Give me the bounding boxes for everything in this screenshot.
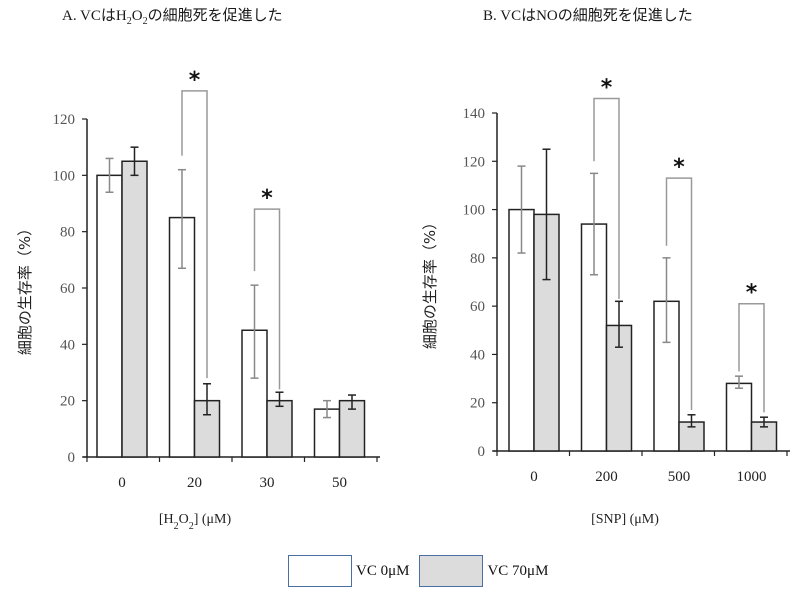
bar-vc70 [266, 399, 293, 458]
y-tick-label: 40 [470, 347, 485, 363]
significance-bracket [253, 208, 281, 390]
y-tick-label: 80 [60, 225, 75, 241]
significance-star: * [601, 76, 613, 101]
y-axis-label: 細胞の生存率（%） [16, 221, 34, 355]
x-tick-label: 500 [668, 469, 691, 485]
y-tick-label: 120 [463, 154, 486, 170]
legend-label-vc70: VC 70μM [487, 562, 549, 579]
bar-vc70 [338, 399, 366, 458]
x-axis-label: [SNP] (μM) [591, 512, 659, 527]
chart-a: 0 20 40 60 80 100 120 細胞の生存率（%） [H2O2] (μM) 0 20 30… [16, 68, 380, 532]
bar-vc70 [121, 160, 148, 458]
y-tick-label: 0 [478, 444, 486, 460]
x-tick-label: 0 [530, 469, 538, 485]
significance-star: * [673, 155, 685, 180]
y-tick-label: 20 [470, 396, 485, 412]
bar-vc0 [96, 174, 123, 458]
x-axis-label: [H2O2] (μM) [159, 512, 232, 532]
significance-bracket [593, 97, 620, 299]
y-axis-label: 細胞の生存率（%） [421, 215, 439, 349]
chart-b-title: B. VCはNOの細胞死を促進した [483, 8, 693, 24]
y-tick-label: 60 [470, 299, 485, 315]
y-tick-label: 100 [463, 203, 486, 219]
significance-bracket [181, 90, 208, 379]
legend-swatch-vc70 [419, 555, 484, 587]
significance-star: * [189, 68, 201, 93]
y-tick-label: 0 [68, 450, 76, 466]
x-tick-label: 20 [187, 475, 202, 491]
x-tick-label: 1000 [737, 469, 767, 485]
chart-b: 0 20 40 60 80 100 120 140 細胞の生存率（%） [SNP] (μM) 0 20… [421, 76, 790, 527]
y-tick-label: 100 [53, 168, 76, 184]
y-tick-label: 20 [60, 394, 75, 410]
chart-a-title: A. VCはH2O2の細胞死を促進した [62, 8, 283, 27]
x-tick-label: 30 [260, 475, 275, 491]
legend-swatch-vc0 [288, 555, 352, 587]
significance-star: * [746, 281, 758, 306]
x-tick-label: 200 [595, 469, 618, 485]
y-tick-label: 140 [463, 106, 486, 122]
y-tick-label: 80 [470, 251, 485, 267]
significance-bracket [738, 302, 765, 413]
significance-bracket [665, 177, 693, 410]
legend-item-vc70: VC 70μM [419, 555, 548, 587]
y-tick-label: 120 [53, 112, 76, 128]
x-tick-label: 0 [118, 475, 126, 491]
significance-star: * [261, 186, 273, 211]
y-tick-label: 40 [60, 337, 75, 353]
legend-item-vc0: VC 0μM [288, 555, 409, 587]
bar-vc0 [725, 382, 753, 452]
legend: VC 0μM VC 70μM [288, 555, 558, 587]
x-tick-label: 50 [332, 475, 347, 491]
y-tick-label: 60 [60, 281, 75, 297]
legend-label-vc0: VC 0μM [356, 562, 410, 579]
